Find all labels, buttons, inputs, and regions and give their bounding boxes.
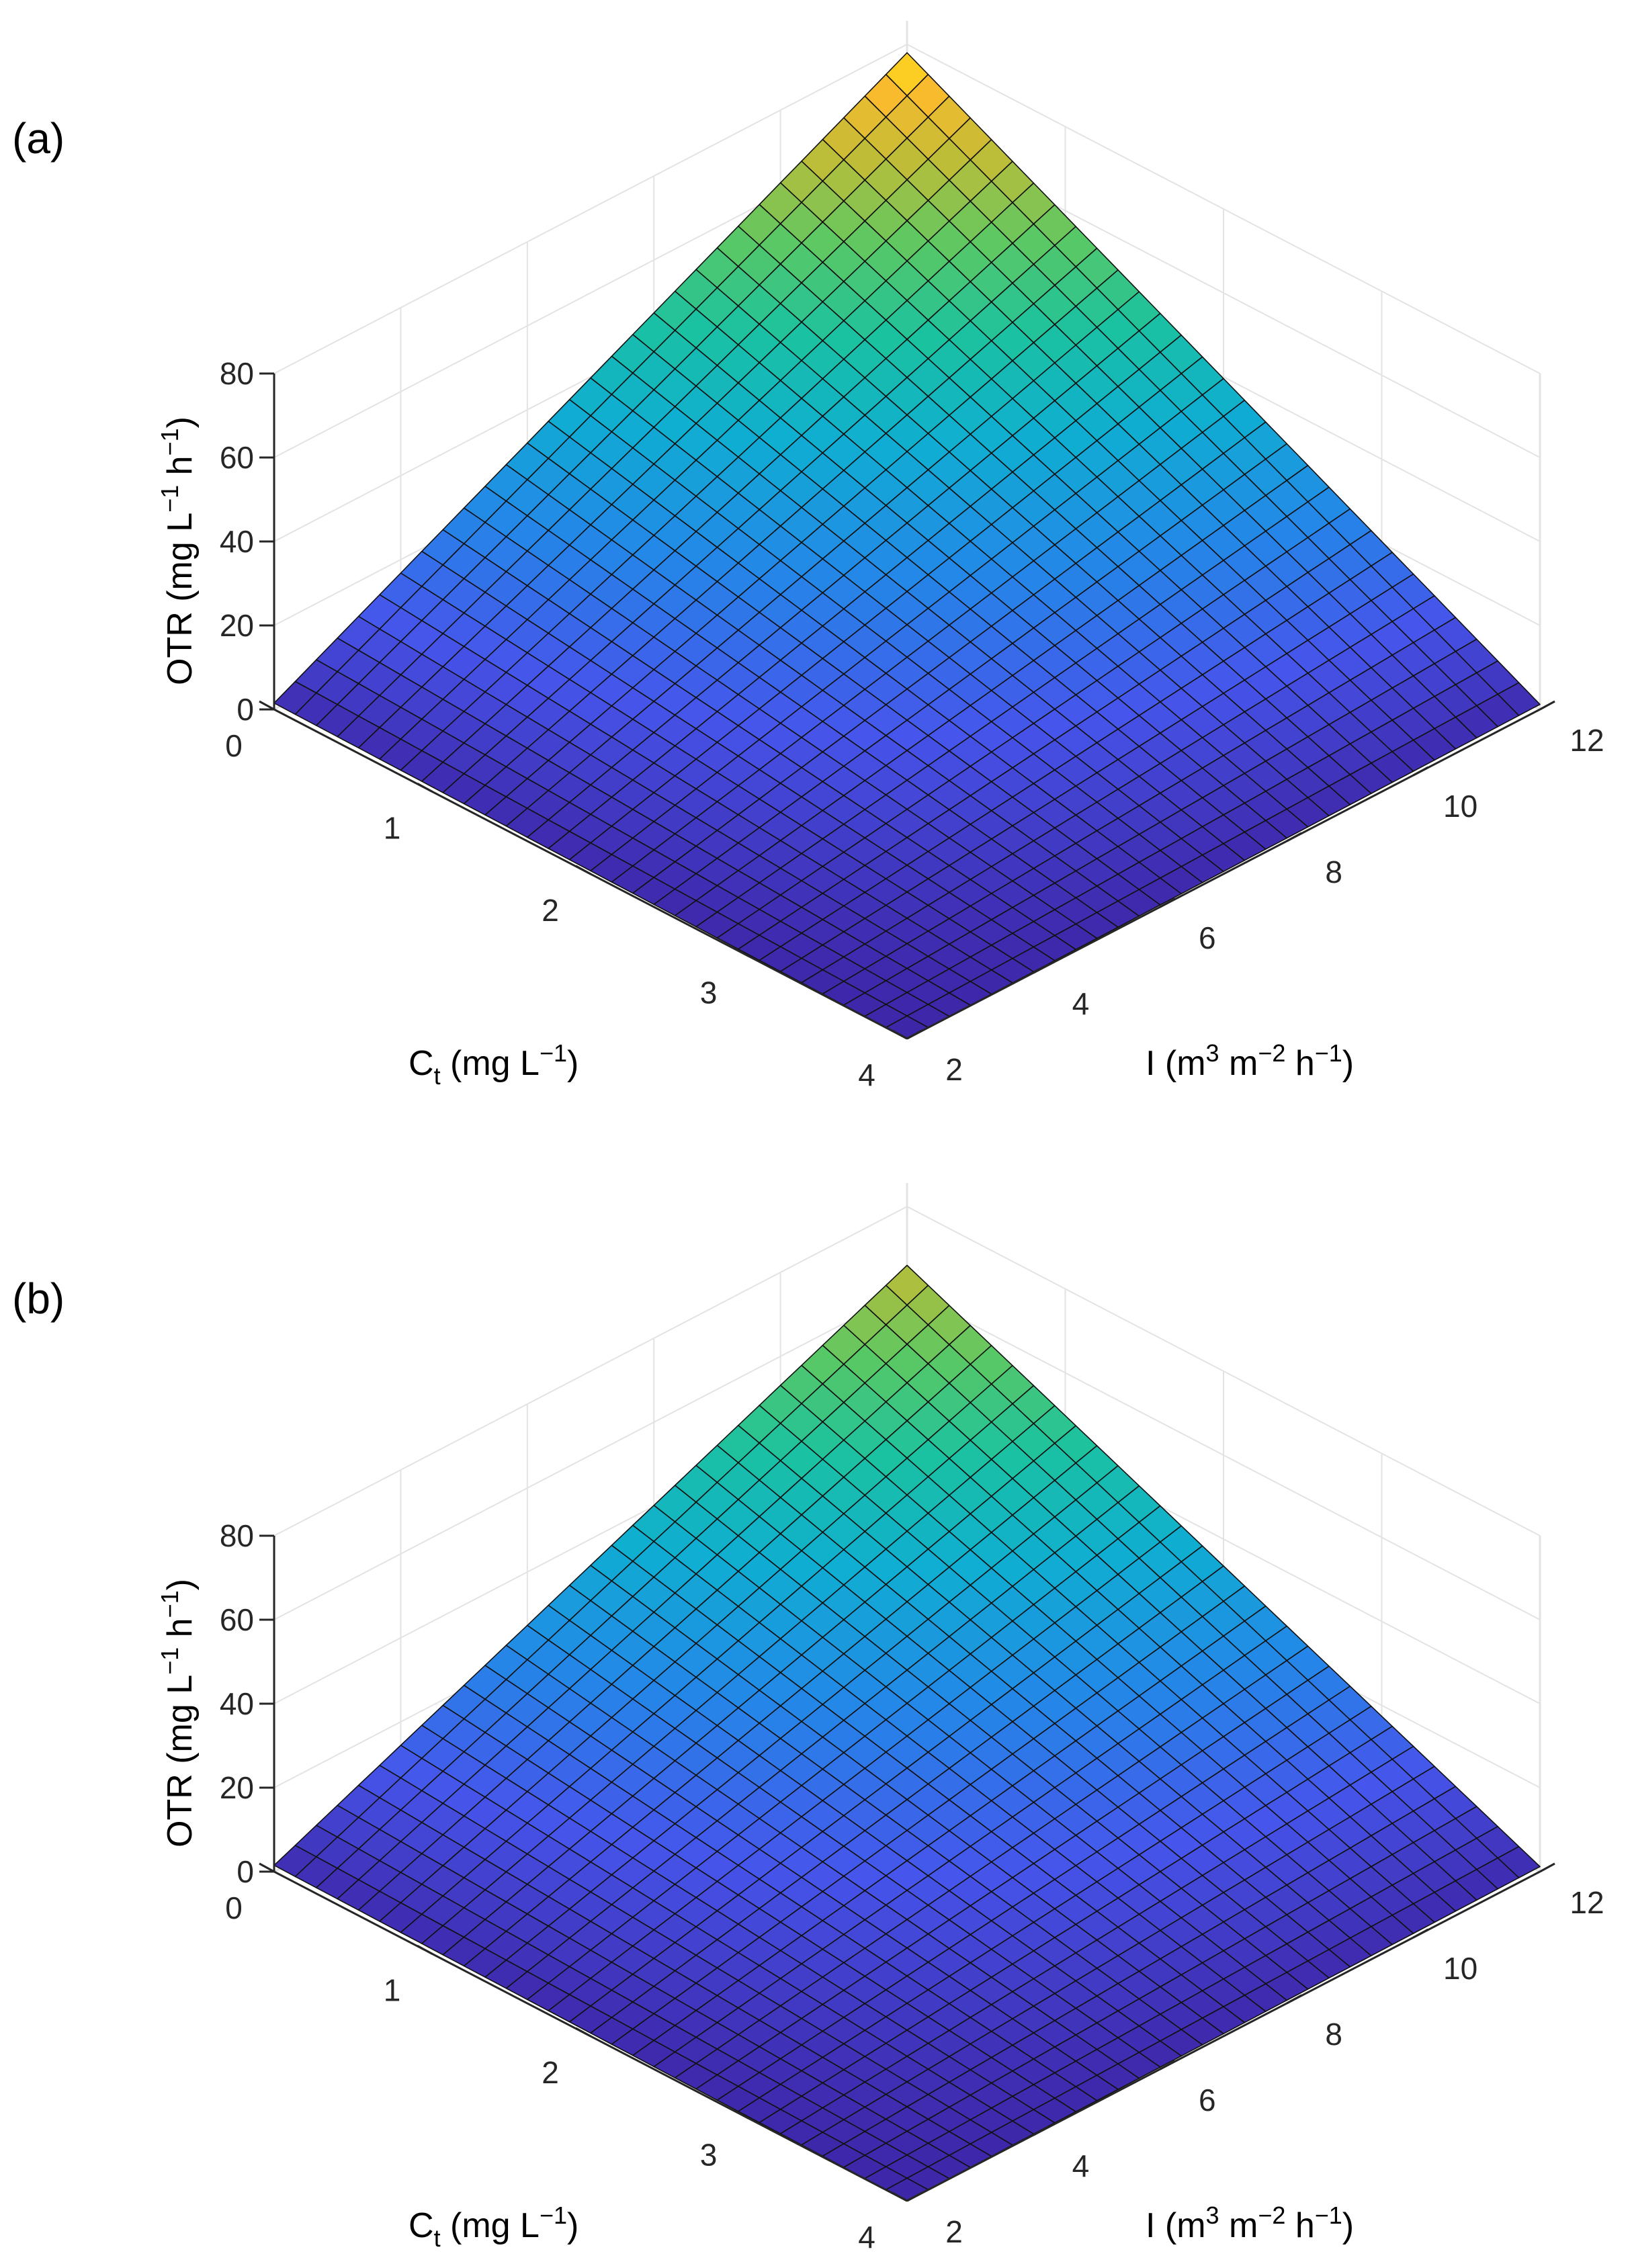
z-tick-label: 0 bbox=[237, 1854, 254, 1889]
y-tick-label: 12 bbox=[1570, 1885, 1604, 1920]
y-axis-line bbox=[906, 708, 1541, 1040]
axis-lines bbox=[259, 1534, 1555, 2202]
y-tick bbox=[906, 2191, 923, 2202]
x-tick bbox=[733, 2109, 750, 2120]
y-tick bbox=[1286, 832, 1302, 842]
x-tick-labels: 0 1 2 3 4 bbox=[225, 728, 875, 1092]
z-tick-labels: 0 20 40 60 80 bbox=[220, 1518, 254, 1889]
x-tick bbox=[259, 700, 275, 711]
z-tick-label: 40 bbox=[220, 1686, 254, 1721]
y-tick bbox=[1539, 1862, 1555, 1873]
y-tick bbox=[1412, 1928, 1429, 1939]
panel-a-label: (a) bbox=[12, 114, 65, 163]
x-tick-labels: 0 1 2 3 4 bbox=[225, 1890, 875, 2255]
y-tick-label: 6 bbox=[1199, 2083, 1216, 2118]
x-tick bbox=[575, 865, 591, 875]
x-tick-label: 0 bbox=[225, 728, 243, 763]
z-tick-label: 80 bbox=[220, 1518, 254, 1553]
y-tick bbox=[1033, 2126, 1049, 2136]
x-tick-label: 4 bbox=[858, 2220, 875, 2255]
z-tick-labels: 0 20 40 60 80 bbox=[220, 356, 254, 727]
y-tick-labels: 2 4 6 8 10 12 bbox=[945, 723, 1604, 1087]
y-tick-label: 10 bbox=[1443, 789, 1477, 824]
z-axis-label: OTR (mg L−1 h−1) bbox=[156, 1579, 200, 1847]
y-axis-label: I (m3 m−2 h−1) bbox=[1146, 1039, 1354, 1083]
x-axis-label: Ct (mg L−1) bbox=[409, 2201, 578, 2252]
y-tick-label: 8 bbox=[1325, 2017, 1342, 2052]
z-tick-label: 60 bbox=[220, 440, 254, 475]
x-tick-label: 2 bbox=[542, 2055, 559, 2090]
z-tick-label: 0 bbox=[237, 692, 254, 727]
z-tick-label: 20 bbox=[220, 608, 254, 643]
z-tick-label: 60 bbox=[220, 1602, 254, 1637]
y-tick-label: 10 bbox=[1443, 1951, 1477, 1986]
y-tick bbox=[1033, 963, 1049, 974]
z-axis-label: OTR (mg L−1 h−1) bbox=[156, 417, 200, 685]
y-tick-label: 8 bbox=[1325, 855, 1342, 889]
y-axis-label: I (m3 m−2 h−1) bbox=[1146, 2201, 1354, 2245]
x-tick bbox=[892, 1029, 908, 1040]
x-tick bbox=[733, 947, 750, 957]
x-tick-label: 4 bbox=[858, 1057, 875, 1092]
x-tick-label: 3 bbox=[700, 975, 718, 1010]
y-tick-labels: 2 4 6 8 10 12 bbox=[945, 1885, 1604, 2249]
x-tick bbox=[575, 2027, 591, 2038]
z-tick-label: 40 bbox=[220, 524, 254, 559]
x-tick-label: 1 bbox=[384, 1973, 401, 2008]
axis-lines bbox=[259, 372, 1555, 1040]
y-tick-label: 2 bbox=[945, 2214, 963, 2249]
y-tick-label: 4 bbox=[1072, 986, 1090, 1021]
surface-mesh bbox=[273, 1264, 1541, 2201]
surface-mesh bbox=[273, 52, 1541, 1039]
y-tick bbox=[1412, 766, 1429, 777]
x-tick bbox=[259, 1862, 275, 1873]
x-tick bbox=[417, 783, 433, 793]
y-tick-label: 4 bbox=[1072, 2148, 1090, 2183]
y-tick bbox=[1539, 700, 1555, 711]
y-tick bbox=[1160, 2060, 1176, 2070]
x-tick-label: 0 bbox=[225, 1890, 243, 1925]
y-axis-line bbox=[906, 1870, 1541, 2202]
y-tick-label: 2 bbox=[945, 1052, 963, 1087]
x-tick bbox=[417, 1945, 433, 1955]
x-tick-label: 1 bbox=[384, 811, 401, 846]
x-tick-label: 2 bbox=[542, 893, 559, 928]
y-tick bbox=[906, 1029, 923, 1040]
z-tick-label: 80 bbox=[220, 356, 254, 391]
panel-b-label: (b) bbox=[12, 1274, 65, 1323]
y-tick bbox=[1160, 898, 1176, 908]
x-tick bbox=[892, 2191, 908, 2202]
z-tick-label: 20 bbox=[220, 1770, 254, 1805]
y-tick-label: 12 bbox=[1570, 723, 1604, 758]
y-tick bbox=[1286, 1994, 1302, 2005]
x-tick-label: 3 bbox=[700, 2138, 718, 2173]
x-axis-label: Ct (mg L−1) bbox=[409, 1039, 578, 1090]
y-tick-label: 6 bbox=[1199, 920, 1216, 955]
